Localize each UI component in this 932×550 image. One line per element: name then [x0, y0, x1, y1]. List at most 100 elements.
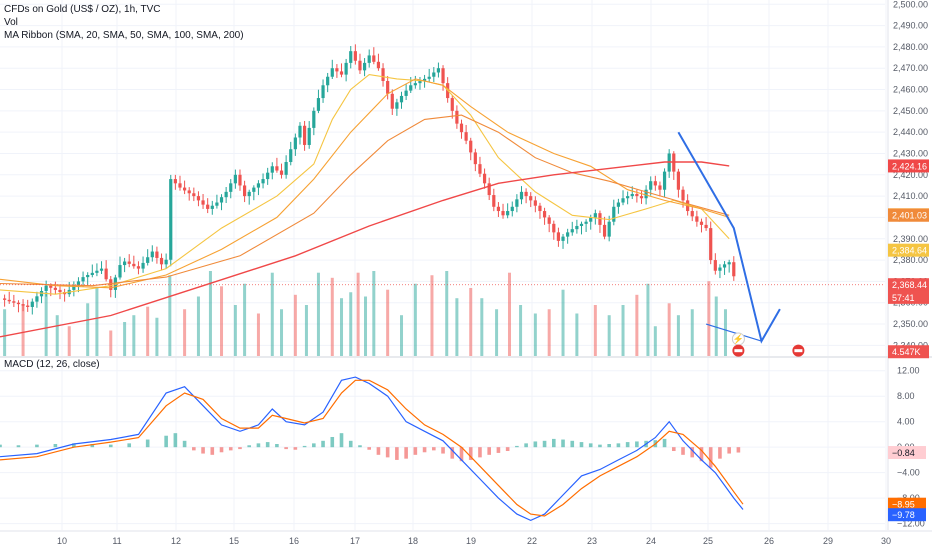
macd-histogram-bar [459, 447, 464, 462]
candle-body [146, 257, 150, 263]
volume-bar [330, 277, 334, 356]
macd-histogram [0, 433, 741, 468]
trend-arrow-branch [705, 323, 762, 342]
candle-body [35, 296, 39, 302]
volume-bar [95, 288, 99, 356]
volume-legend: Vol [4, 17, 18, 28]
macd-histogram-bar [616, 443, 621, 448]
candle-body [704, 224, 708, 229]
candle-body [113, 277, 117, 290]
price-badge: 4.547K [888, 345, 929, 359]
candle-body [515, 199, 519, 207]
candle-body [44, 285, 48, 291]
candle-body [229, 183, 233, 192]
time-tick-label: 23 [587, 536, 597, 546]
candle-body [335, 68, 339, 72]
candle-body [49, 285, 53, 288]
price-tick-label: 2,440.00 [893, 127, 928, 137]
candle-body [413, 83, 417, 86]
macd-histogram-bar [228, 447, 233, 451]
price-tick-label: 2,410.00 [893, 191, 928, 201]
candle-body [26, 305, 30, 307]
candle-body [626, 196, 630, 199]
candle-body [602, 224, 607, 237]
volume-bar [635, 294, 639, 356]
candle-body [566, 232, 570, 237]
macd-histogram-bar [265, 442, 270, 448]
candle-body [649, 181, 653, 190]
candle-body [722, 264, 727, 268]
macd-histogram-bar [496, 447, 501, 453]
volume-bar [547, 309, 551, 356]
volume-bar [168, 275, 172, 356]
candle-body [118, 265, 122, 278]
time-tick-label: 26 [764, 536, 774, 546]
volume-bar [533, 313, 537, 356]
candle-body [86, 274, 90, 278]
candle-body [187, 190, 191, 194]
volume-bar [495, 309, 499, 356]
candle-body [372, 55, 376, 62]
candle-body [589, 217, 593, 222]
candle-body [353, 51, 357, 61]
price-tick-label: 2,450.00 [893, 106, 928, 116]
candle-body [538, 205, 542, 212]
macd-histogram-bar [284, 447, 288, 450]
candle-body [183, 187, 187, 191]
candle-body [164, 259, 168, 265]
volume-bar [280, 309, 284, 356]
price-tick-label: 2,480.00 [893, 42, 928, 52]
candle-body [344, 62, 348, 75]
macd-histogram-bar [256, 443, 261, 448]
macd-histogram-bar [293, 447, 298, 450]
candle-body [90, 272, 94, 275]
candle-body [709, 228, 713, 261]
price-badge: 57:41 [888, 290, 929, 304]
candle-body [266, 172, 270, 180]
candle-body [662, 171, 667, 190]
price-tick-label: 2,470.00 [893, 63, 928, 73]
volume-bar [445, 271, 449, 356]
candle-body [473, 152, 477, 165]
macd-histogram-bar [201, 447, 205, 454]
volume-bar [593, 305, 597, 356]
candle-body [496, 206, 501, 212]
volume-bar [86, 303, 90, 356]
candle-body [584, 221, 588, 224]
macd-histogram-bar [662, 438, 667, 448]
macd-histogram-bar [468, 447, 473, 460]
macd-histogram-bar [542, 440, 547, 448]
candle-body [658, 185, 662, 190]
us-flag-stripe [794, 349, 803, 353]
candle-body [159, 257, 164, 265]
candle-body [242, 185, 247, 197]
macd-histogram-bar [533, 441, 538, 448]
candle-body [173, 179, 177, 184]
volume-bars [3, 271, 727, 356]
candle-body [289, 149, 293, 163]
candle-body [104, 268, 108, 280]
volume-bar [21, 305, 25, 356]
candle-body [150, 251, 154, 258]
us-flag-icon [732, 344, 745, 357]
candle-body [252, 187, 256, 192]
candle-body [607, 221, 611, 237]
candle-body [681, 189, 685, 201]
candle-body [7, 299, 11, 302]
volume-bar [469, 288, 473, 356]
macd-histogram-bar [505, 447, 510, 452]
candle-body [196, 196, 201, 201]
candle-body [450, 98, 454, 111]
candle-body [238, 174, 242, 186]
candle-body [575, 225, 579, 230]
time-tick-label: 10 [57, 536, 67, 546]
macd-badge-bg [888, 497, 926, 511]
candle-body [30, 301, 34, 307]
volume-bar [146, 306, 150, 356]
time-tick-label: 12 [171, 536, 181, 546]
candle-body [441, 68, 445, 84]
candle-body [326, 76, 330, 86]
candle-body [206, 204, 210, 209]
time-tick-label: 29 [823, 536, 833, 546]
